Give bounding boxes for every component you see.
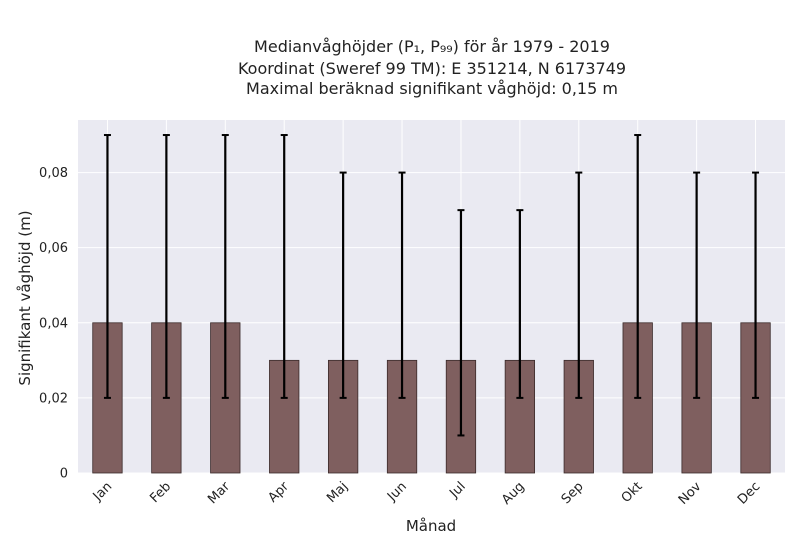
bar: [327, 359, 359, 474]
error-bars: [103, 134, 760, 437]
y-tick-label: 0: [60, 467, 68, 482]
y-tick-label: 0,08: [39, 166, 68, 181]
title-line-1: Medianvåghöjder (P₁, P₉₉) för år 1979 - …: [254, 37, 610, 56]
y-axis-label: Signifikant våghöjd (m): [16, 210, 34, 385]
x-tick-label: Dec: [735, 479, 763, 507]
plot-area: [78, 120, 785, 473]
x-tick-label: Mar: [205, 479, 233, 507]
x-tick-label: Maj: [324, 479, 351, 506]
x-tick-label: Aug: [499, 479, 528, 508]
y-axis-ticks: 0 0,02 0,04 0,06 0,08: [39, 166, 68, 481]
x-tick-label: Sep: [559, 479, 587, 507]
title-line-2: Koordinat (Sweref 99 TM): E 351214, N 61…: [238, 59, 626, 78]
x-tick-label: Feb: [147, 479, 174, 506]
y-tick-label: 0,06: [39, 241, 68, 256]
y-tick-label: 0,02: [39, 391, 68, 406]
x-tick-label: Jun: [384, 479, 410, 505]
x-tick-label: Apr: [266, 479, 293, 506]
x-axis-label: Månad: [406, 517, 456, 535]
x-tick-label: Okt: [619, 479, 646, 506]
title-line-3: Maximal beräknad signifikant våghöjd: 0,…: [246, 79, 618, 98]
y-tick-label: 0,04: [39, 316, 68, 331]
x-tick-label: Jan: [90, 479, 115, 504]
chart-title: Medianvåghöjder (P₁, P₉₉) för år 1979 - …: [238, 37, 626, 98]
bar: [269, 359, 300, 474]
x-tick-label: Nov: [676, 479, 705, 508]
x-axis-ticks: Jan Feb Mar Apr Maj Jun Jul Aug Sep Okt Nov Dec: [90, 479, 764, 508]
x-tick-label: Jul: [446, 479, 468, 501]
